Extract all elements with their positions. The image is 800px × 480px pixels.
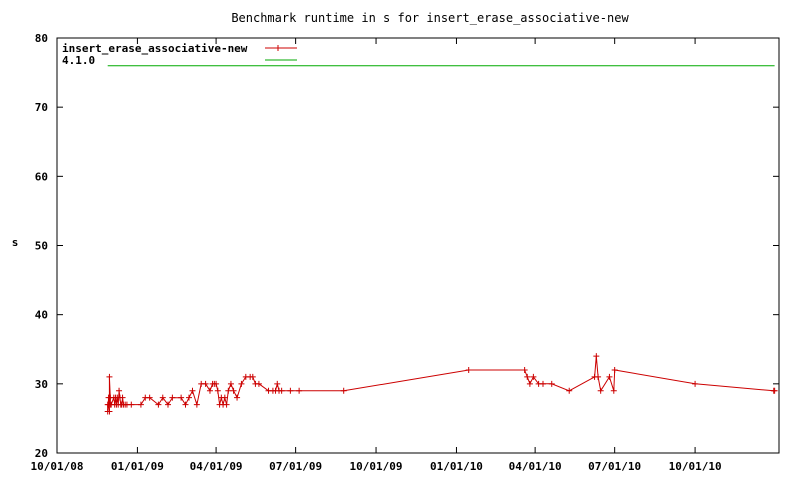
data-point	[189, 387, 196, 394]
data-point	[274, 380, 281, 387]
y-tick-label: 60	[35, 170, 48, 183]
data-point	[597, 387, 604, 394]
data-point	[119, 394, 126, 401]
data-point	[225, 387, 232, 394]
data-point	[159, 394, 166, 401]
data-point	[193, 401, 200, 408]
y-axis-label: s	[12, 236, 19, 249]
x-tick-label: 01/01/09	[111, 460, 164, 473]
y-tick-label: 40	[35, 309, 48, 322]
plot-frame	[56, 37, 780, 454]
y-tick-label: 50	[35, 240, 48, 253]
y-tick-label: 20	[35, 447, 48, 460]
data-point	[611, 367, 618, 373]
y-tick-label: 70	[35, 101, 48, 114]
legend-label-0: insert_erase_associative-new	[62, 42, 248, 55]
data-point	[202, 380, 209, 387]
data-point	[182, 401, 189, 408]
data-point	[606, 373, 613, 380]
data-point	[548, 380, 555, 387]
data-point	[530, 373, 537, 380]
data-point	[227, 380, 234, 387]
data-point	[524, 373, 531, 380]
data-point	[106, 373, 113, 380]
x-tick-label: 10/01/10	[669, 460, 722, 473]
data-point	[146, 394, 153, 401]
x-tick-label: 10/01/08	[31, 460, 84, 473]
x-tick-label: 04/01/09	[190, 460, 243, 473]
x-tick-label: 07/01/10	[588, 460, 641, 473]
data-point	[185, 394, 192, 401]
data-point	[771, 387, 778, 394]
data-point	[521, 367, 528, 373]
data-point	[692, 380, 699, 387]
data-point	[206, 387, 213, 394]
legend-marker-0	[275, 45, 281, 51]
y-tick-label: 30	[35, 378, 48, 391]
data-point	[116, 387, 123, 394]
x-tick-label: 01/01/10	[430, 460, 483, 473]
data-point	[526, 380, 533, 387]
data-point	[106, 408, 113, 415]
data-point	[610, 387, 617, 394]
data-point	[255, 380, 262, 387]
data-point	[238, 380, 245, 387]
legend-label-1: 4.1.0	[62, 54, 95, 67]
data-point	[169, 394, 176, 401]
data-point	[128, 401, 135, 408]
data-point	[155, 401, 162, 408]
data-point	[221, 394, 228, 401]
data-point	[287, 387, 294, 394]
x-tick-label: 10/01/09	[350, 460, 403, 473]
data-point	[234, 394, 241, 401]
x-tick-label: 04/01/10	[509, 460, 562, 473]
data-point	[213, 380, 220, 387]
data-point	[214, 387, 221, 394]
data-point	[595, 373, 602, 380]
data-point	[539, 380, 546, 387]
data-point	[296, 387, 303, 394]
series-layer	[104, 65, 778, 415]
y-tick-label: 80	[35, 32, 48, 45]
data-point	[249, 373, 256, 380]
data-point	[165, 401, 172, 408]
data-point	[566, 387, 573, 394]
data-point	[178, 394, 185, 401]
data-point	[340, 387, 347, 394]
x-tick-label: 07/01/09	[269, 460, 322, 473]
data-point	[230, 387, 237, 394]
data-point	[593, 353, 600, 360]
data-point	[465, 367, 472, 373]
axis-ticks: 20 30 40 50 60 70 80 10/01/08 01/01/09 04/01/09 07…	[31, 32, 779, 473]
data-point	[223, 401, 230, 408]
chart-title: Benchmark runtime in s for insert_erase_…	[231, 11, 629, 25]
data-point	[137, 401, 144, 408]
data-point	[278, 387, 285, 394]
